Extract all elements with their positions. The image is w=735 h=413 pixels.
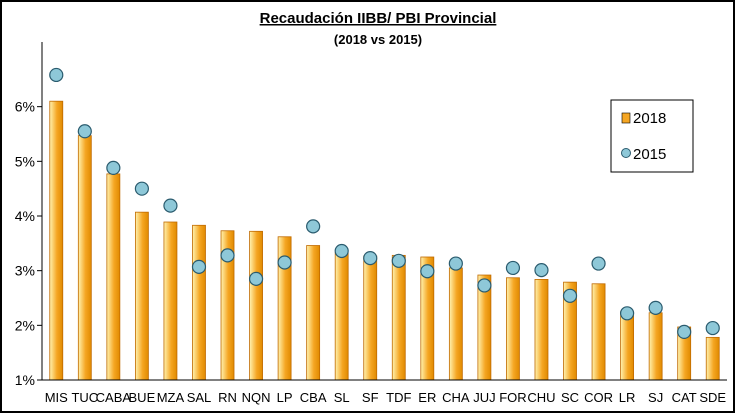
y-tick-label: 5% [15, 153, 35, 169]
bar-CHA [448, 267, 463, 381]
x-tick-label: CHA [442, 390, 470, 405]
x-tick-label: BUE [129, 390, 156, 405]
x-tick-label: MIS [45, 390, 68, 405]
marker-JUJ [477, 278, 492, 293]
x-tick-label: CHU [527, 390, 555, 405]
marker-FOR [505, 260, 521, 276]
legend-box [610, 99, 694, 173]
bar-FOR [506, 277, 520, 381]
marker-RN [220, 248, 235, 263]
marker-CABA [106, 160, 121, 175]
bar-COR [591, 283, 606, 381]
y-tick-label: 6% [15, 99, 35, 115]
marker-SAL [191, 259, 207, 274]
x-tick-label: SDE [699, 390, 726, 405]
marker-LR [620, 306, 635, 321]
bar-SJ [648, 312, 663, 381]
bar-CABA [106, 173, 121, 381]
marker-SF [363, 250, 378, 266]
x-tick-label: COR [584, 390, 613, 405]
chart-subtitle: (2018 vs 2015) [334, 32, 422, 47]
marker-CHU [534, 263, 549, 278]
legend: 2018 2015 [610, 99, 694, 173]
bar-MZA [163, 221, 178, 381]
x-tick-label: ER [418, 390, 436, 405]
bar-SAL [192, 224, 206, 381]
x-tick-label: NQN [242, 390, 271, 405]
x-tick-label: SJ [648, 390, 663, 405]
bar-CBA [306, 245, 321, 381]
marker-COR [591, 256, 606, 271]
y-tick-label: 4% [15, 208, 35, 224]
marker-TUC [77, 124, 92, 139]
legend-swatch-2018 [621, 112, 631, 124]
marker-CHA [448, 256, 463, 271]
bar-LR [620, 311, 635, 381]
bar-MIS [49, 100, 64, 381]
marker-ER [420, 264, 435, 279]
x-tick-label: SC [561, 390, 579, 405]
y-tick-label: 3% [15, 263, 35, 279]
x-tick-label: CBA [300, 390, 327, 405]
x-tick-label: SAL [187, 390, 212, 405]
y-tick-label: 1% [15, 372, 35, 388]
x-tick-label: SL [334, 390, 350, 405]
y-axis: 1% 2% 3% 4% 5% 6% [15, 42, 43, 388]
bar-NQN [249, 230, 263, 381]
marker-series [49, 67, 720, 339]
marker-LP [277, 255, 292, 270]
x-tick-label: TUC [71, 390, 98, 405]
x-tick-label: TDF [386, 390, 411, 405]
y-tick-label: 2% [15, 317, 35, 333]
x-tick-label: SF [362, 390, 379, 405]
marker-MZA [163, 198, 178, 213]
legend-label-2015: 2015 [633, 146, 666, 163]
marker-NQN [248, 271, 264, 286]
x-tick-label: JUJ [473, 390, 495, 405]
x-tick-label: LR [619, 390, 636, 405]
chart-title: Recaudación IIBB/ PBI Provincial [260, 10, 497, 27]
legend-swatch-2015 [621, 148, 631, 158]
bar-SF [363, 255, 378, 381]
marker-TDF [391, 253, 406, 268]
marker-MIS [49, 67, 64, 83]
x-tick-label: RN [218, 390, 237, 405]
bar-TUC [77, 135, 92, 381]
marker-BUE [134, 181, 149, 196]
marker-CAT [677, 324, 692, 339]
bar-SDE [705, 336, 720, 381]
legend-label-2018: 2018 [633, 110, 666, 127]
x-tick-label: FOR [499, 390, 526, 405]
marker-SL [334, 243, 349, 259]
x-tick-label: LP [277, 390, 293, 405]
x-tick-label: CABA [96, 390, 132, 405]
marker-SC [562, 288, 578, 303]
marker-SJ [648, 300, 663, 315]
x-tick-label: CAT [672, 390, 697, 405]
marker-SDE [705, 320, 720, 336]
bar-BUE [134, 211, 149, 381]
bar-TDF [391, 254, 406, 381]
bar-SL [334, 252, 349, 381]
bar-CHU [534, 279, 549, 381]
marker-CBA [306, 219, 321, 234]
x-tick-label: MZA [157, 390, 185, 405]
